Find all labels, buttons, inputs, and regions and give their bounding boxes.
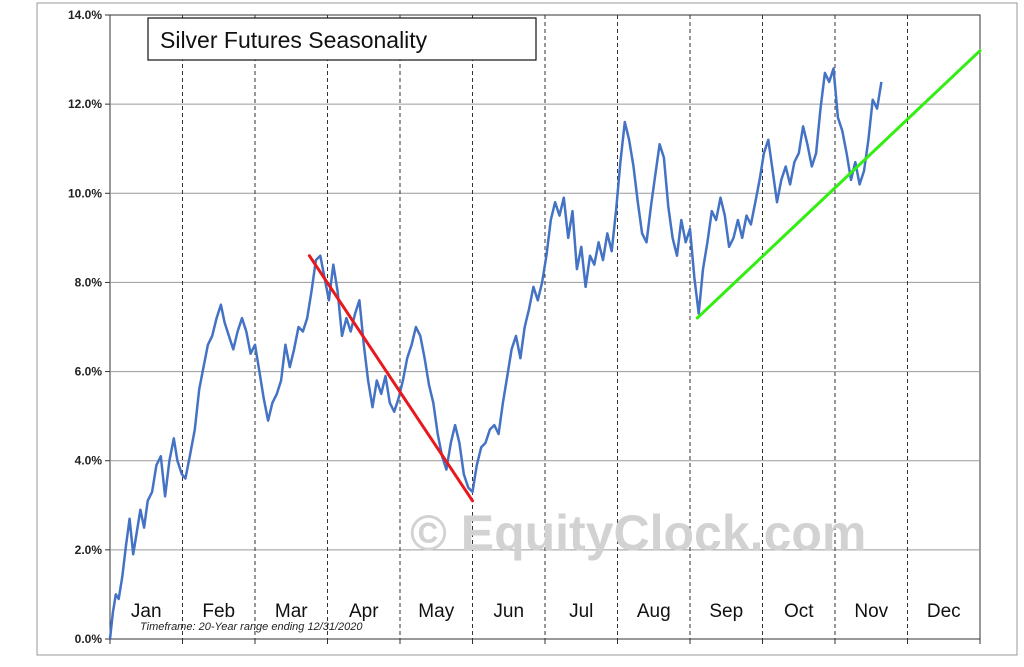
timeframe-note: Timeframe: 20-Year range ending 12/31/20… xyxy=(140,621,363,633)
month-label: Jun xyxy=(493,601,524,622)
y-tick-label: 12.0% xyxy=(68,97,102,111)
y-axis: 0.0% 2.0% 4.0% 6.0% 8.0% 10.0% 12.0% 14.0% xyxy=(68,8,110,646)
month-label: Dec xyxy=(927,601,961,622)
chart-title-frame xyxy=(147,17,537,61)
month-label: Jan xyxy=(131,601,162,622)
month-label: Sep xyxy=(709,601,743,622)
grid-layer xyxy=(110,15,980,639)
month-label: Feb xyxy=(202,601,235,622)
chart-title: Silver Futures Seasonality xyxy=(160,27,428,53)
series-layer xyxy=(108,67,883,640)
month-label: Nov xyxy=(854,601,888,622)
uptrend-line xyxy=(695,49,982,320)
seasonality-line xyxy=(108,67,883,640)
y-tick-label: 0.0% xyxy=(75,632,103,646)
y-tick-label: 10.0% xyxy=(68,186,102,200)
month-label: Jul xyxy=(569,601,593,622)
month-label: May xyxy=(418,601,454,622)
y-tick-label: 4.0% xyxy=(75,454,103,468)
y-tick-label: 14.0% xyxy=(68,8,102,22)
month-label: Oct xyxy=(784,601,814,622)
y-tick-label: 6.0% xyxy=(75,365,103,379)
month-label: Apr xyxy=(349,601,379,622)
downtrend-line xyxy=(307,254,474,503)
x-axis: Jan Feb Mar Apr May Jun Jul Aug Sep Oct Nov Dec xyxy=(109,601,981,644)
y-tick-label: 8.0% xyxy=(75,275,103,289)
month-label: Aug xyxy=(637,601,671,622)
month-label: Mar xyxy=(275,601,308,622)
y-tick-label: 2.0% xyxy=(75,543,103,557)
watermark: © EquityClock.com xyxy=(410,505,866,561)
trend-line-layer xyxy=(307,49,982,503)
chart-title-box: Silver Futures Seasonality xyxy=(147,17,537,61)
